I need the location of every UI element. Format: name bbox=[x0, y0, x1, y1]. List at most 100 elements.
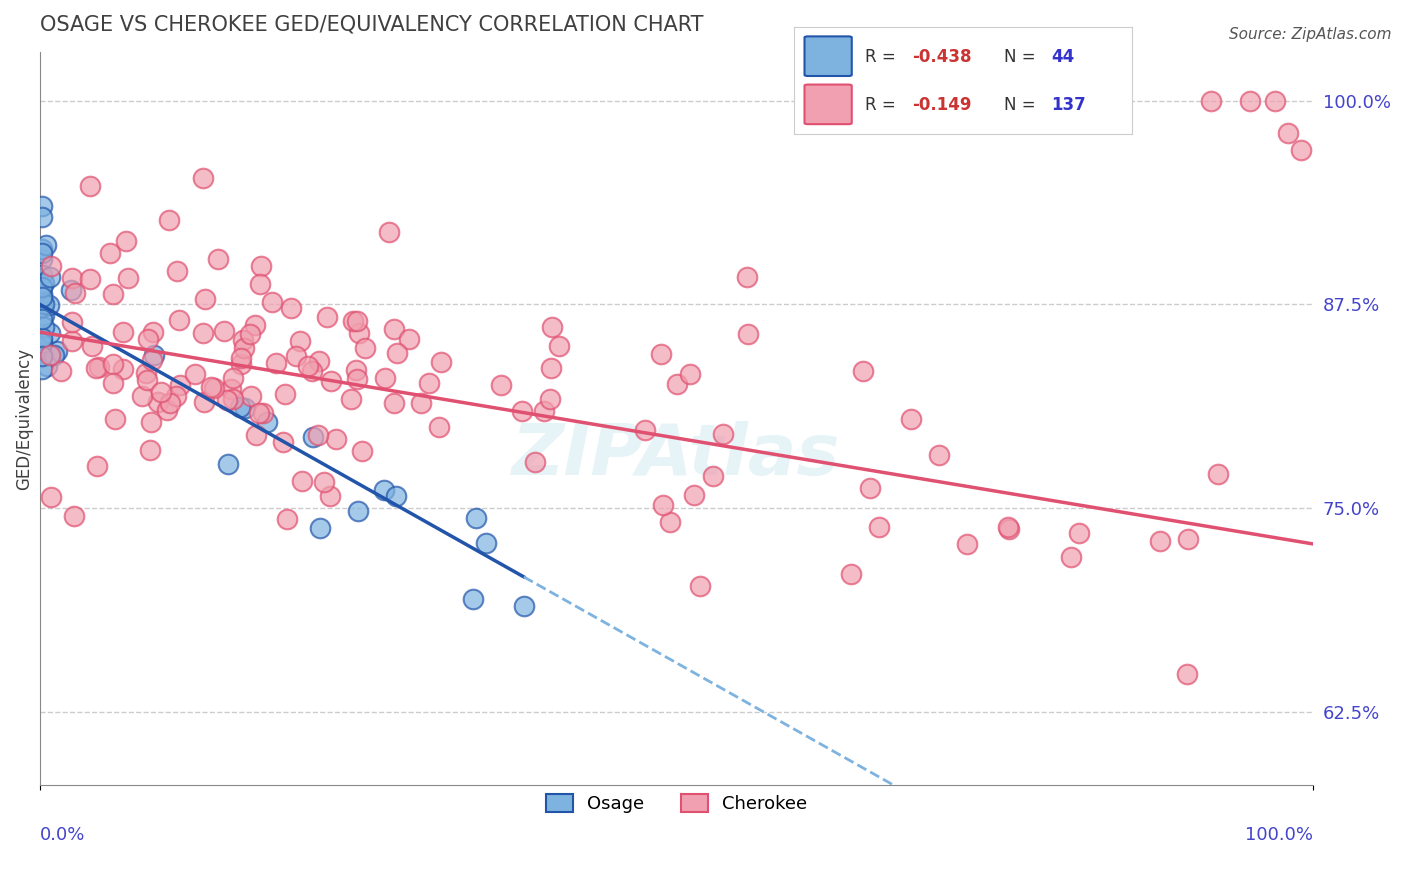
Cherokee bbox=[266, 356, 288, 370]
FancyBboxPatch shape bbox=[804, 85, 852, 124]
Cherokee bbox=[165, 388, 187, 402]
Cherokee bbox=[658, 516, 681, 530]
Cherokee bbox=[737, 326, 759, 341]
Osage bbox=[32, 276, 55, 290]
Legend: Osage, Cherokee: Osage, Cherokee bbox=[538, 787, 814, 820]
Cherokee bbox=[157, 213, 180, 227]
Y-axis label: GED/Equivalency: GED/Equivalency bbox=[15, 348, 32, 490]
Osage bbox=[217, 458, 239, 472]
Cherokee bbox=[89, 360, 111, 375]
Cherokee bbox=[374, 371, 396, 385]
Osage bbox=[39, 270, 62, 285]
Text: 100.0%: 100.0% bbox=[1246, 826, 1313, 844]
Cherokee bbox=[652, 498, 675, 512]
FancyBboxPatch shape bbox=[804, 37, 852, 76]
Cherokee bbox=[114, 234, 136, 248]
Cherokee bbox=[340, 392, 363, 407]
Cherokee bbox=[427, 420, 450, 434]
Cherokee bbox=[297, 359, 319, 373]
Osage bbox=[31, 279, 53, 293]
Cherokee bbox=[634, 423, 657, 437]
Osage bbox=[385, 489, 408, 503]
Cherokee bbox=[79, 178, 101, 193]
Text: -0.438: -0.438 bbox=[912, 48, 972, 66]
Osage bbox=[31, 331, 53, 345]
Cherokee bbox=[342, 314, 364, 328]
Cherokee bbox=[1175, 667, 1198, 681]
Cherokee bbox=[928, 448, 950, 462]
Cherokee bbox=[141, 353, 163, 368]
Cherokee bbox=[711, 426, 734, 441]
Osage bbox=[233, 401, 256, 415]
Cherokee bbox=[547, 339, 569, 353]
Cherokee bbox=[146, 395, 169, 409]
Osage bbox=[31, 210, 53, 224]
Cherokee bbox=[1289, 143, 1312, 157]
Cherokee bbox=[418, 376, 440, 390]
Cherokee bbox=[841, 566, 863, 581]
Cherokee bbox=[523, 455, 546, 469]
Cherokee bbox=[540, 360, 562, 375]
Osage bbox=[31, 346, 53, 360]
Osage bbox=[31, 286, 53, 301]
Osage bbox=[31, 300, 53, 314]
Cherokee bbox=[997, 522, 1019, 536]
Cherokee bbox=[702, 468, 724, 483]
Osage bbox=[461, 591, 484, 606]
Cherokee bbox=[900, 412, 922, 426]
Cherokee bbox=[249, 259, 271, 273]
Text: Source: ZipAtlas.com: Source: ZipAtlas.com bbox=[1229, 27, 1392, 42]
Cherokee bbox=[104, 412, 127, 426]
Text: -0.149: -0.149 bbox=[912, 96, 972, 114]
Cherokee bbox=[238, 326, 260, 341]
Cherokee bbox=[411, 396, 433, 410]
Cherokee bbox=[229, 351, 252, 366]
Cherokee bbox=[276, 511, 298, 525]
Osage bbox=[32, 308, 55, 322]
Cherokee bbox=[239, 389, 262, 403]
Osage bbox=[31, 198, 53, 212]
Osage bbox=[31, 245, 53, 260]
Cherokee bbox=[98, 245, 121, 260]
Cherokee bbox=[354, 341, 377, 355]
Cherokee bbox=[219, 382, 242, 396]
Cherokee bbox=[291, 474, 314, 488]
Cherokee bbox=[301, 364, 323, 378]
Cherokee bbox=[665, 377, 688, 392]
Cherokee bbox=[111, 361, 134, 376]
Cherokee bbox=[247, 406, 270, 420]
Cherokee bbox=[193, 395, 215, 409]
Cherokee bbox=[260, 295, 283, 310]
Cherokee bbox=[346, 314, 368, 328]
Text: N =: N = bbox=[1004, 48, 1040, 66]
Cherokee bbox=[131, 389, 153, 403]
Cherokee bbox=[60, 315, 83, 329]
Cherokee bbox=[159, 396, 181, 410]
Cherokee bbox=[385, 346, 408, 360]
Cherokee bbox=[222, 392, 245, 406]
Cherokee bbox=[249, 277, 271, 291]
Cherokee bbox=[62, 509, 84, 524]
Text: 137: 137 bbox=[1050, 96, 1085, 114]
Cherokee bbox=[737, 270, 759, 285]
Osage bbox=[32, 320, 55, 334]
Osage bbox=[46, 344, 69, 359]
Cherokee bbox=[156, 403, 179, 417]
Osage bbox=[31, 362, 53, 376]
Cherokee bbox=[39, 260, 62, 274]
Osage bbox=[309, 521, 332, 535]
Cherokee bbox=[429, 354, 451, 368]
Text: OSAGE VS CHEROKEE GED/EQUIVALENCY CORRELATION CHART: OSAGE VS CHEROKEE GED/EQUIVALENCY CORREL… bbox=[39, 15, 703, 35]
Osage bbox=[513, 599, 536, 613]
Cherokee bbox=[204, 381, 226, 395]
Cherokee bbox=[135, 367, 157, 381]
Cherokee bbox=[112, 326, 135, 340]
Cherokee bbox=[1149, 534, 1171, 549]
Cherokee bbox=[80, 339, 103, 353]
Cherokee bbox=[138, 442, 160, 457]
Text: R =: R = bbox=[865, 96, 901, 114]
Osage bbox=[31, 242, 53, 256]
Cherokee bbox=[1177, 532, 1199, 546]
Cherokee bbox=[273, 386, 295, 401]
Text: 44: 44 bbox=[1050, 48, 1074, 66]
